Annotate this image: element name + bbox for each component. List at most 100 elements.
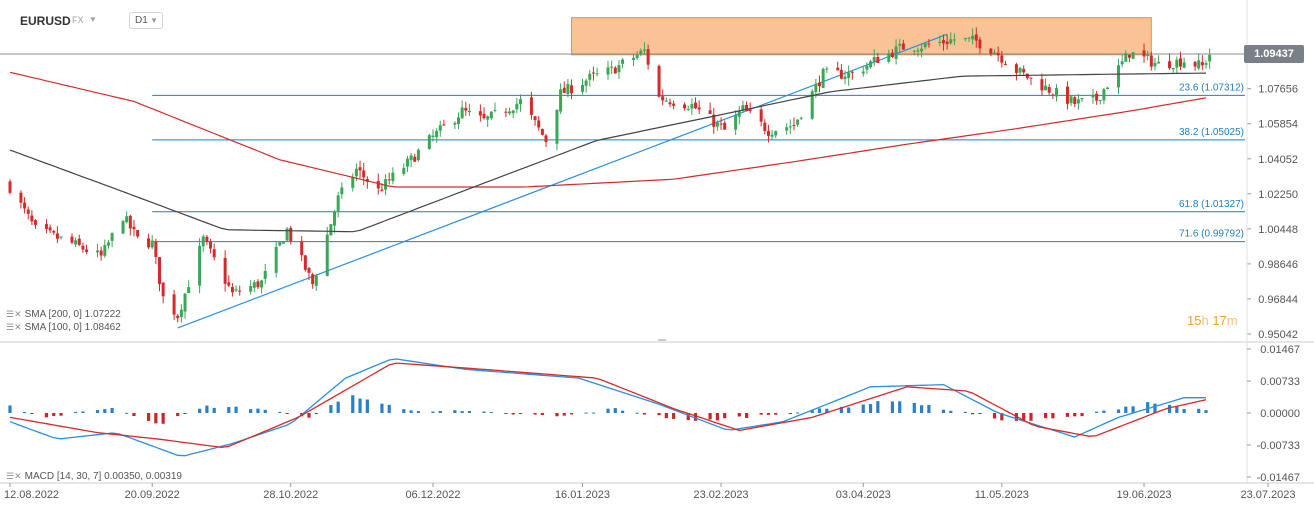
macd-histogram-bar	[387, 404, 391, 413]
macd-histogram-bar	[1124, 406, 1128, 413]
candle-body	[409, 155, 413, 161]
macd-histogram-bar	[358, 398, 362, 413]
macd-histogram-bar	[672, 413, 676, 419]
candle-body	[391, 172, 395, 181]
macd-histogram-bar	[890, 401, 895, 413]
candle-body	[1022, 68, 1026, 73]
candle-body	[1171, 68, 1175, 70]
macd-histogram-bar	[919, 405, 924, 413]
candle-body	[329, 224, 333, 236]
macd-histogram-bar	[198, 408, 202, 413]
price-tick-label: 1.07656	[1258, 84, 1298, 96]
price-tick-label: 1.04052	[1258, 154, 1298, 166]
candle-body	[748, 110, 752, 112]
candle-body	[1127, 54, 1131, 58]
macd-histogram-bar	[796, 412, 800, 414]
candle-body	[340, 187, 344, 195]
candle-body	[223, 257, 227, 284]
candle-body	[712, 114, 716, 127]
candle-body	[179, 309, 183, 318]
candle-body	[690, 104, 694, 109]
candle-body	[314, 275, 318, 286]
macd-legend[interactable]: ☰✕ MACD [14, 30, 7] 0.00350, 0.00319	[6, 471, 182, 482]
candle-body	[661, 96, 665, 101]
macd-histogram-bar	[1153, 403, 1157, 413]
macd-histogram-bar	[183, 413, 187, 414]
symbol-name[interactable]: EURUSD	[20, 14, 71, 28]
time-tick-label: 06.12.2022	[405, 489, 460, 501]
candle-body	[632, 57, 636, 61]
macd-histogram-bar	[110, 407, 114, 413]
candle-body	[664, 100, 668, 102]
macd-tick-label: 0.00000	[1260, 408, 1300, 420]
candle-body	[1076, 99, 1080, 104]
candle-body	[431, 135, 435, 137]
candle-body	[952, 39, 956, 41]
candle-body	[1069, 96, 1073, 104]
candle-body	[821, 68, 825, 88]
candle-body	[125, 216, 129, 223]
sma200-legend[interactable]: ☰✕ SMA [200, 0] 1.07222	[6, 309, 121, 320]
trendline	[177, 33, 948, 329]
macd-histogram-bar	[52, 413, 56, 416]
candle-body	[890, 52, 894, 58]
candle-body	[460, 107, 464, 119]
candle-body	[694, 102, 698, 109]
macd-histogram-bar	[847, 407, 851, 413]
candle-body	[949, 39, 953, 44]
candle-body	[920, 48, 924, 52]
macd-histogram-bar	[81, 411, 85, 413]
candle-body	[1168, 61, 1172, 69]
candle-body	[588, 73, 592, 80]
candle-body	[482, 113, 486, 119]
candle-body	[1051, 94, 1055, 96]
macd-histogram-bar	[1131, 406, 1135, 413]
macd-histogram-bar	[584, 412, 588, 414]
candle-body	[59, 236, 63, 238]
macd-histogram-bar	[482, 411, 486, 413]
candle-body	[161, 282, 165, 297]
symbol-dropdown-caret-icon[interactable]: ▼	[89, 15, 97, 24]
macd-histogram-bar	[467, 411, 472, 413]
candle-body	[23, 202, 27, 209]
candle-body	[263, 271, 267, 279]
signal-line	[9, 362, 1207, 449]
macd-legend-text: MACD [14, 30, 7] 0.00350, 0.00319	[24, 471, 182, 482]
candle-body	[34, 220, 38, 225]
candle-body	[745, 104, 749, 111]
countdown-hours: 15	[1187, 313, 1202, 328]
macd-histogram-bar	[737, 413, 741, 417]
macd-histogram-bar	[555, 413, 559, 417]
candle-body	[580, 84, 584, 92]
candle-body	[540, 128, 544, 135]
candle-body	[1153, 62, 1157, 67]
fib-label-0: 23.6 (1.07312)	[1179, 82, 1244, 93]
candle-body	[150, 240, 154, 248]
candle-body	[260, 280, 264, 288]
sma100-legend[interactable]: ☰✕ SMA [100, 0] 1.08462	[6, 322, 121, 333]
candle-body	[978, 39, 982, 49]
candle-body	[402, 167, 406, 174]
macd-histogram-bar	[518, 413, 523, 414]
legend-settings-icon[interactable]: ☰✕	[6, 471, 22, 481]
macd-histogram-bar	[161, 413, 165, 424]
candle-body	[103, 245, 107, 256]
macd-histogram-bar	[234, 406, 238, 413]
macd-histogram-bar	[686, 413, 690, 421]
macd-histogram-bar	[263, 409, 267, 413]
candle-body	[212, 249, 216, 258]
candle-body	[967, 37, 971, 39]
timeframe-select[interactable]: D1 ▼	[129, 12, 163, 29]
countdown-minutes-unit: m	[1226, 313, 1238, 328]
macd-histogram-bar	[949, 410, 953, 413]
legend-settings-icon[interactable]: ☰✕	[6, 309, 22, 319]
candle-body	[796, 119, 800, 125]
legend-settings-icon[interactable]: ☰✕	[6, 322, 22, 332]
candle-body	[274, 246, 278, 273]
candle-body	[839, 69, 843, 79]
candle-body	[52, 231, 56, 233]
candle-body	[1197, 60, 1201, 69]
price-tick-label: 1.02250	[1258, 189, 1298, 201]
candle-body	[1091, 94, 1095, 98]
